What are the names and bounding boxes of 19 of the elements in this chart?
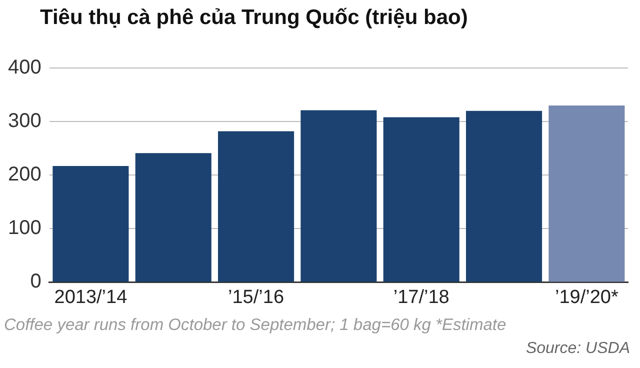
y-tick-label: 400 [8,56,42,79]
bar [548,105,625,282]
source-note: Source: USDA [526,340,630,358]
x-tick-label: ’19/’20* [554,286,619,308]
y-tick-label: 100 [8,217,42,240]
x-tick-label: ’17/’18 [393,286,450,308]
x-tick-label: 2013/’14 [54,286,128,308]
bar [218,131,294,282]
y-tick-label: 0 [30,270,42,293]
bar [135,153,212,282]
y-tick-label: 200 [8,164,42,186]
bar [466,110,542,282]
y-tick-label: 300 [8,110,42,132]
x-tick-label: ’15/’16 [228,286,284,308]
bar [383,117,460,282]
bar [52,166,129,282]
bar [300,110,377,282]
text: Coffee year runs from October to September; 1 bag=60 kg *Estimate [4,316,506,335]
chart-title: Tiêu thụ cà phê của Trung Quốc (triệu bao) [40,6,468,30]
